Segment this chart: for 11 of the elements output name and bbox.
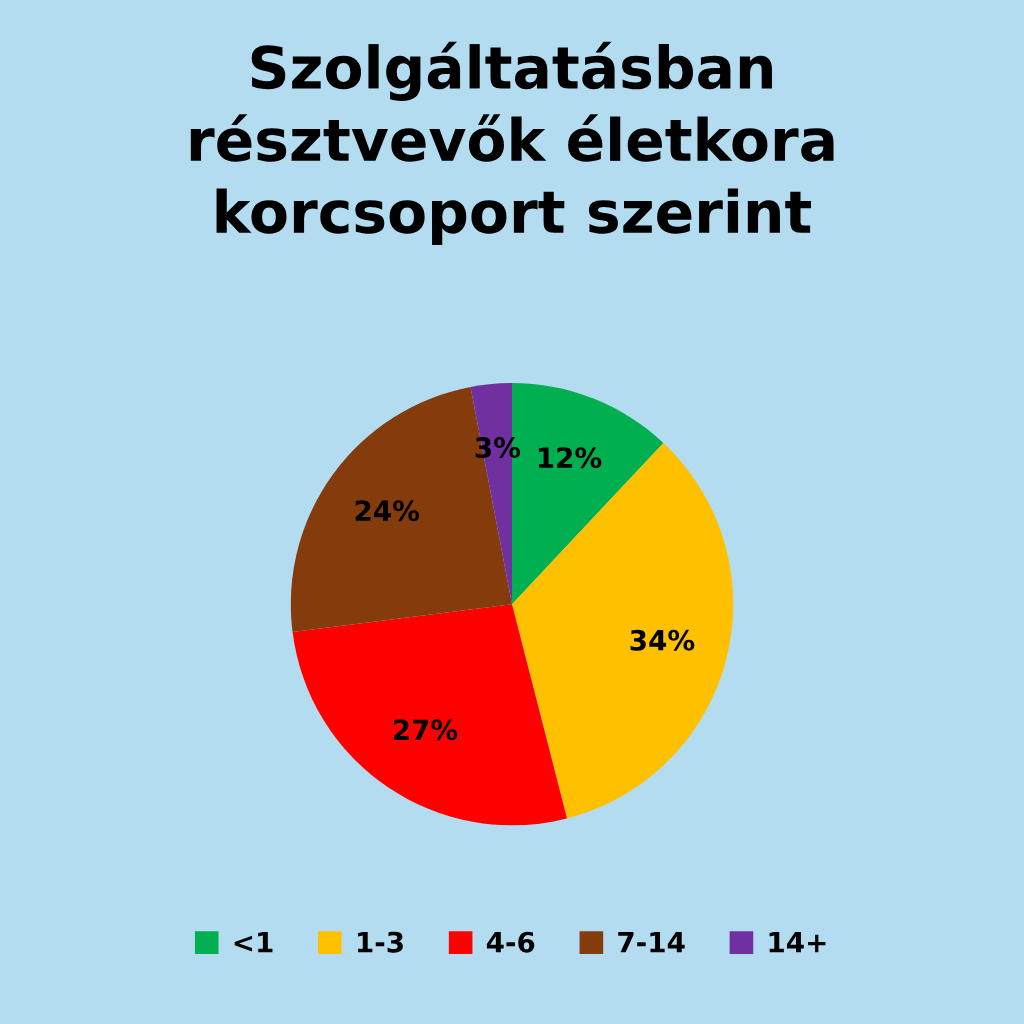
data-label: 34% bbox=[630, 629, 695, 651]
legend-label: 4-6 bbox=[486, 931, 535, 953]
legend-label: <1 bbox=[234, 932, 273, 953]
legend-label: 1-3 bbox=[358, 931, 403, 953]
legend-label: 7-14 bbox=[618, 932, 685, 953]
chart-title: Szolgáltatásban résztvevők életkora korcsoport szerint bbox=[190, 41, 834, 245]
data-label: 24% bbox=[355, 500, 420, 522]
data-label: 12% bbox=[538, 447, 602, 469]
pie-slice bbox=[292, 604, 568, 826]
data-label: 27% bbox=[393, 719, 458, 741]
legend-label: 14+ bbox=[769, 932, 826, 953]
